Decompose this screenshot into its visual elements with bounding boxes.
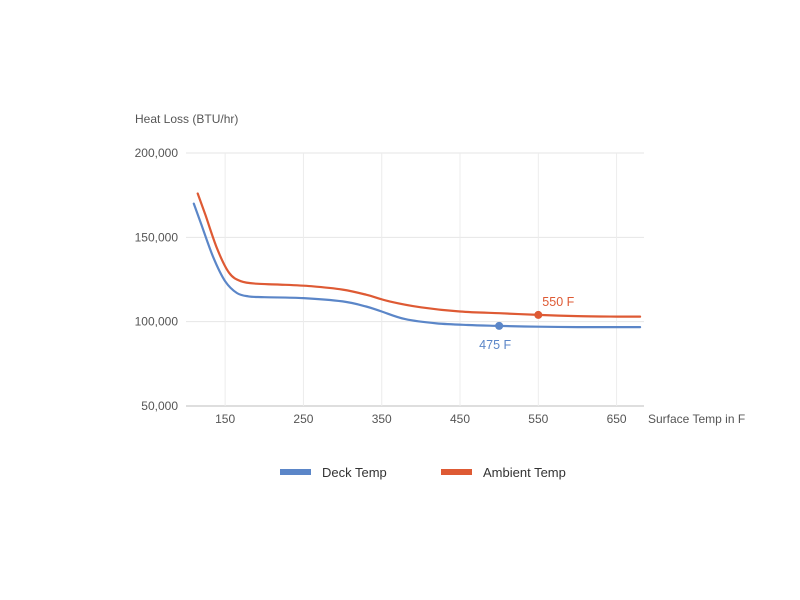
x-tick-label: 450 [450,412,470,426]
legend[interactable]: Deck Temp Ambient Temp [280,465,566,480]
y-axis-title: Heat Loss (BTU/hr) [135,112,238,126]
annotation-point[interactable] [495,321,504,330]
x-tick-label: 150 [215,412,235,426]
x-tick-label: 550 [528,412,548,426]
gridlines [186,152,644,407]
series-line-deck-temp [192,202,642,329]
legend-swatch [441,469,472,475]
x-axis-title: Surface Temp in F [648,412,745,426]
annotation-point[interactable] [534,310,543,319]
y-tick-label: 150,000 [135,230,179,244]
legend-label: Ambient Temp [483,465,566,480]
annotation-label: 475 F [479,338,511,352]
y-tick-label: 50,000 [141,399,178,413]
x-tick-label: 650 [607,412,627,426]
x-tick-label: 250 [293,412,313,426]
y-tick-label: 200,000 [135,146,179,160]
annotation-label: 550 F [542,295,574,309]
y-tick-label: 100,000 [135,315,179,329]
x-tick-label: 350 [372,412,392,426]
legend-label: Deck Temp [322,465,387,480]
annotations: 475 F 550 F [479,295,574,352]
legend-swatch [280,469,311,475]
axis-labels: 50,000 100,000 150,000 200,000 150 250 350 450 5… [135,146,627,426]
